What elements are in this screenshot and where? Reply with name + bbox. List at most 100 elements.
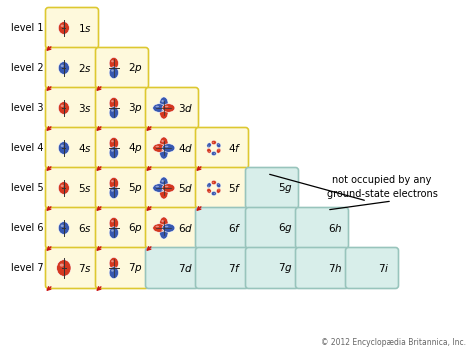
Ellipse shape <box>218 143 219 145</box>
Ellipse shape <box>109 227 118 239</box>
Text: $6\it{d}$: $6\it{d}$ <box>178 222 193 234</box>
FancyBboxPatch shape <box>146 127 199 169</box>
Ellipse shape <box>58 182 69 194</box>
FancyBboxPatch shape <box>146 247 199 289</box>
FancyBboxPatch shape <box>295 208 348 248</box>
Ellipse shape <box>61 225 64 227</box>
Text: $5\it{p}$: $5\it{p}$ <box>128 181 143 195</box>
Ellipse shape <box>207 183 211 188</box>
Ellipse shape <box>109 58 118 69</box>
Ellipse shape <box>153 144 165 152</box>
Ellipse shape <box>58 62 69 74</box>
Ellipse shape <box>160 177 168 190</box>
Ellipse shape <box>109 107 118 119</box>
Ellipse shape <box>211 180 216 185</box>
Ellipse shape <box>153 224 165 232</box>
FancyBboxPatch shape <box>195 247 248 289</box>
Ellipse shape <box>153 104 165 112</box>
Ellipse shape <box>58 22 69 34</box>
Text: $7\it{i}$: $7\it{i}$ <box>378 262 390 274</box>
Ellipse shape <box>218 184 219 185</box>
Ellipse shape <box>109 187 118 199</box>
Ellipse shape <box>162 104 175 112</box>
Text: $5\it{s}$: $5\it{s}$ <box>78 182 92 194</box>
Ellipse shape <box>160 146 168 159</box>
Text: $3\it{d}$: $3\it{d}$ <box>178 102 193 114</box>
Text: level 4: level 4 <box>11 143 44 153</box>
FancyBboxPatch shape <box>46 127 99 169</box>
Text: $6\it{f}$: $6\it{f}$ <box>228 222 242 234</box>
Ellipse shape <box>111 100 114 102</box>
Ellipse shape <box>207 143 211 148</box>
Text: $6\it{s}$: $6\it{s}$ <box>78 222 92 234</box>
FancyBboxPatch shape <box>46 168 99 208</box>
Ellipse shape <box>212 142 214 143</box>
Text: $4\it{d}$: $4\it{d}$ <box>178 142 193 154</box>
Ellipse shape <box>109 137 118 149</box>
Ellipse shape <box>161 229 164 232</box>
Ellipse shape <box>155 106 159 107</box>
Ellipse shape <box>61 105 64 107</box>
Text: $7\it{h}$: $7\it{h}$ <box>328 262 343 274</box>
Text: $7\it{g}$: $7\it{g}$ <box>278 261 293 275</box>
Text: $2\it{p}$: $2\it{p}$ <box>128 61 143 75</box>
Ellipse shape <box>165 186 168 187</box>
Text: $3\it{p}$: $3\it{p}$ <box>128 101 143 115</box>
Ellipse shape <box>61 185 64 187</box>
Ellipse shape <box>160 97 168 110</box>
Ellipse shape <box>214 153 215 154</box>
FancyBboxPatch shape <box>146 168 199 208</box>
Ellipse shape <box>58 142 69 154</box>
Ellipse shape <box>211 140 216 144</box>
Text: $1\it{s}$: $1\it{s}$ <box>78 22 92 34</box>
Ellipse shape <box>109 267 118 279</box>
Ellipse shape <box>160 217 168 230</box>
FancyBboxPatch shape <box>46 7 99 49</box>
Ellipse shape <box>161 220 164 222</box>
Ellipse shape <box>217 189 221 193</box>
Text: level 5: level 5 <box>11 183 44 193</box>
FancyBboxPatch shape <box>195 208 248 248</box>
FancyBboxPatch shape <box>146 208 199 248</box>
Text: $3\it{s}$: $3\it{s}$ <box>78 102 92 114</box>
FancyBboxPatch shape <box>46 247 99 289</box>
Ellipse shape <box>58 222 69 234</box>
Ellipse shape <box>111 109 114 112</box>
Ellipse shape <box>58 102 69 114</box>
FancyBboxPatch shape <box>246 208 299 248</box>
Ellipse shape <box>207 189 211 193</box>
Text: $4\it{s}$: $4\it{s}$ <box>78 142 92 154</box>
Ellipse shape <box>217 148 221 153</box>
FancyBboxPatch shape <box>46 208 99 248</box>
Ellipse shape <box>165 146 168 147</box>
Text: level 6: level 6 <box>11 223 44 233</box>
Ellipse shape <box>111 260 114 262</box>
Ellipse shape <box>61 65 64 67</box>
Ellipse shape <box>214 193 215 194</box>
Ellipse shape <box>161 109 164 112</box>
Text: $4\it{f}$: $4\it{f}$ <box>228 142 242 154</box>
Ellipse shape <box>111 269 114 272</box>
Ellipse shape <box>160 186 168 199</box>
Ellipse shape <box>61 144 64 147</box>
Ellipse shape <box>153 184 165 192</box>
Ellipse shape <box>162 184 175 192</box>
Text: $2\it{s}$: $2\it{s}$ <box>78 62 92 74</box>
Ellipse shape <box>207 148 211 153</box>
Ellipse shape <box>111 149 114 152</box>
FancyBboxPatch shape <box>146 87 199 129</box>
FancyBboxPatch shape <box>95 208 148 248</box>
Ellipse shape <box>109 257 118 269</box>
Ellipse shape <box>109 217 118 229</box>
Ellipse shape <box>109 178 118 189</box>
Ellipse shape <box>161 100 164 102</box>
FancyBboxPatch shape <box>346 247 399 289</box>
Ellipse shape <box>162 224 175 232</box>
Ellipse shape <box>111 190 114 192</box>
Text: level 3: level 3 <box>11 103 44 113</box>
Ellipse shape <box>111 220 114 222</box>
Text: $7\it{d}$: $7\it{d}$ <box>178 262 193 274</box>
Ellipse shape <box>212 182 214 183</box>
Text: $5\it{d}$: $5\it{d}$ <box>178 182 193 194</box>
Text: © 2012 Encyclopædia Britannica, Inc.: © 2012 Encyclopædia Britannica, Inc. <box>321 338 466 347</box>
